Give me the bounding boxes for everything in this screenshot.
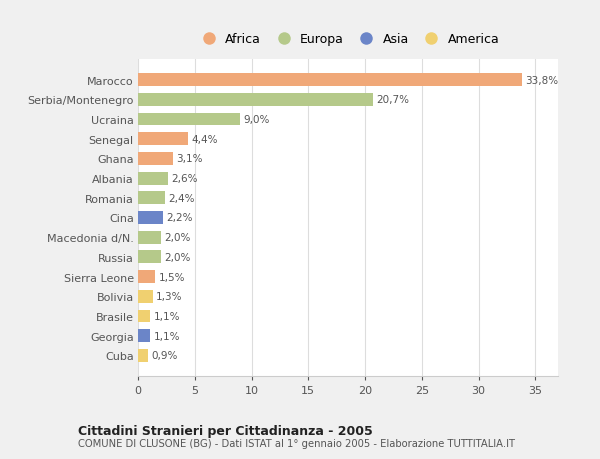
Legend: Africa, Europa, Asia, America: Africa, Europa, Asia, America [191,28,505,51]
Text: 0,9%: 0,9% [152,351,178,361]
Text: Cittadini Stranieri per Cittadinanza - 2005: Cittadini Stranieri per Cittadinanza - 2… [78,425,373,437]
Text: 2,0%: 2,0% [164,233,190,243]
Bar [138,133,188,146]
Text: 20,7%: 20,7% [376,95,409,105]
Text: 1,3%: 1,3% [156,291,182,302]
Bar [138,153,173,165]
Text: 2,0%: 2,0% [164,252,190,263]
Bar [138,271,155,283]
Text: 1,1%: 1,1% [154,331,181,341]
Bar [138,212,163,224]
Text: 9,0%: 9,0% [244,115,270,125]
Bar [138,192,165,205]
Text: 1,5%: 1,5% [158,272,185,282]
Bar [138,231,161,244]
Bar [138,172,167,185]
Text: 2,2%: 2,2% [166,213,193,223]
Bar [138,330,151,342]
Text: 2,6%: 2,6% [171,174,197,184]
Text: 1,1%: 1,1% [154,311,181,321]
Bar [138,290,153,303]
Bar [138,113,240,126]
Text: 33,8%: 33,8% [525,75,558,85]
Text: 2,4%: 2,4% [169,193,195,203]
Text: 4,4%: 4,4% [191,134,218,145]
Text: 3,1%: 3,1% [176,154,203,164]
Bar [138,349,148,362]
Bar [138,74,521,87]
Bar [138,94,373,106]
Bar [138,251,161,264]
Text: COMUNE DI CLUSONE (BG) - Dati ISTAT al 1° gennaio 2005 - Elaborazione TUTTITALIA: COMUNE DI CLUSONE (BG) - Dati ISTAT al 1… [78,438,515,448]
Bar [138,310,151,323]
